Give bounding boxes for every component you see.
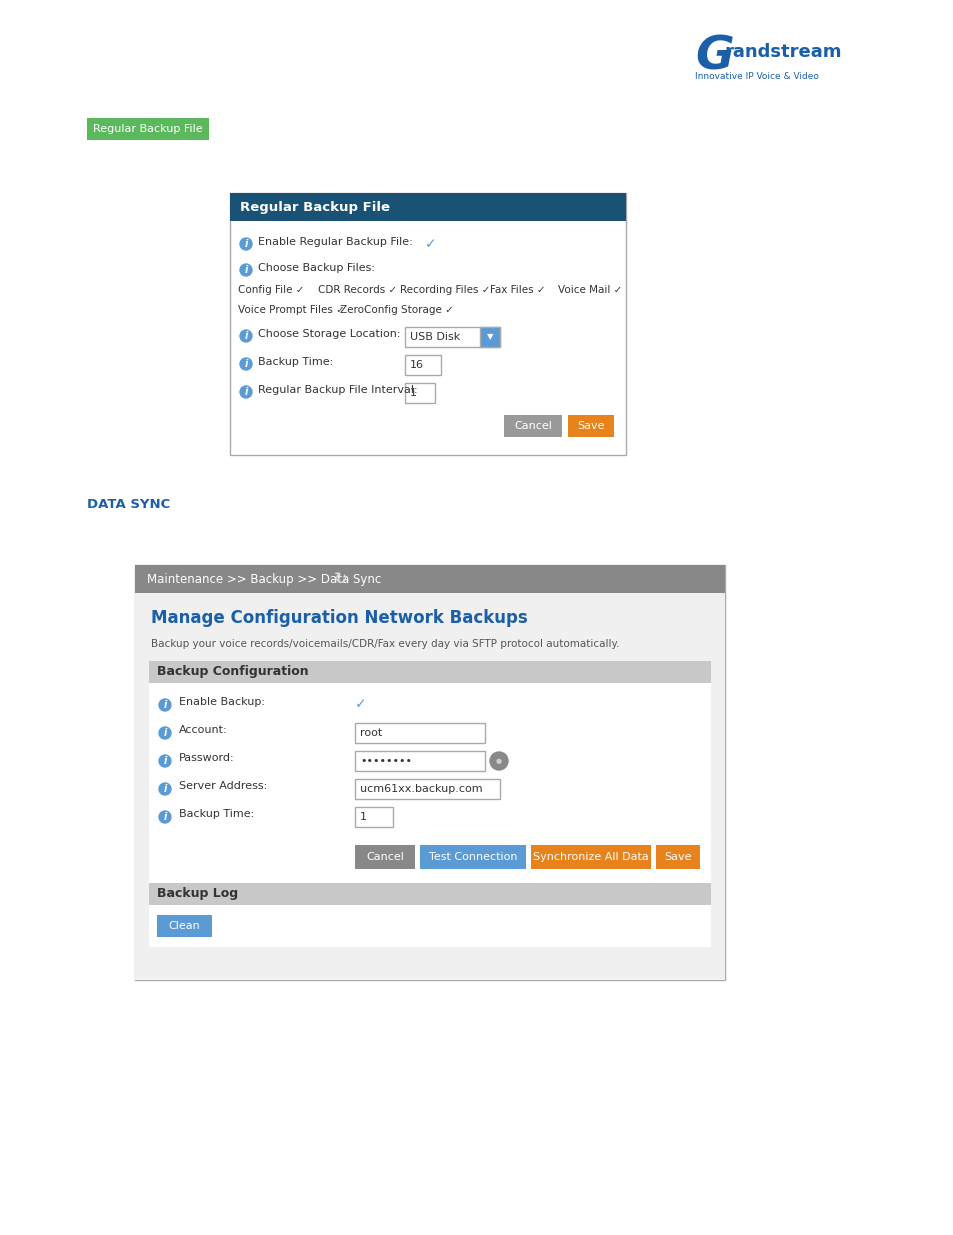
Text: Password:: Password:	[179, 753, 234, 763]
Bar	[503, 415, 561, 437]
Text: ✓: ✓	[424, 237, 436, 251]
Bar	[355, 722, 484, 743]
Text: i: i	[244, 331, 248, 341]
Circle shape	[240, 387, 252, 398]
Text: DATA SYNC: DATA SYNC	[87, 498, 170, 511]
Bar	[87, 119, 209, 140]
Text: ▼: ▼	[486, 332, 493, 342]
Bar	[656, 845, 700, 869]
Text: Server Address:: Server Address:	[179, 781, 267, 790]
Text: Save: Save	[663, 852, 691, 862]
Text: Enable Regular Backup File:: Enable Regular Backup File:	[257, 237, 413, 247]
Circle shape	[490, 752, 507, 769]
Circle shape	[159, 699, 171, 711]
Bar	[149, 883, 710, 905]
Text: Save: Save	[577, 421, 604, 431]
Text: Regular Backup File Interval:: Regular Backup File Interval:	[257, 385, 417, 395]
Text: Test Connection: Test Connection	[428, 852, 517, 862]
Text: 1: 1	[359, 811, 367, 823]
Text: ↻: ↻	[334, 571, 348, 588]
Text: Regular Backup File: Regular Backup File	[93, 124, 203, 135]
Circle shape	[159, 811, 171, 823]
Text: Synchronize All Data: Synchronize All Data	[533, 852, 648, 862]
Bar	[149, 683, 710, 883]
Bar	[355, 779, 499, 799]
Text: Backup Time:: Backup Time:	[179, 809, 254, 819]
Circle shape	[240, 358, 252, 370]
Bar	[135, 593, 724, 981]
Text: i: i	[163, 756, 167, 766]
Text: i: i	[244, 359, 248, 369]
Text: ●: ●	[496, 758, 501, 764]
Bar	[419, 845, 525, 869]
Text: Config File ✓: Config File ✓	[237, 285, 304, 295]
Text: Manage Configuration Network Backups: Manage Configuration Network Backups	[151, 609, 527, 627]
Bar	[405, 354, 440, 375]
Text: i: i	[163, 784, 167, 794]
Text: i: i	[163, 727, 167, 739]
Text: Choose Backup Files:: Choose Backup Files:	[257, 263, 375, 273]
Text: ••••••••: ••••••••	[359, 756, 412, 766]
Text: Clean: Clean	[169, 921, 200, 931]
Text: USB Disk: USB Disk	[410, 332, 459, 342]
Bar	[567, 415, 614, 437]
Text: Enable Backup:: Enable Backup:	[179, 697, 265, 706]
Text: Backup Time:: Backup Time:	[257, 357, 333, 367]
Circle shape	[159, 755, 171, 767]
Text: randstream: randstream	[724, 43, 841, 61]
Circle shape	[159, 727, 171, 739]
Bar	[230, 193, 625, 454]
Circle shape	[240, 330, 252, 342]
Bar	[405, 383, 435, 403]
Bar	[149, 661, 710, 683]
Bar	[230, 193, 625, 221]
Text: i: i	[244, 240, 248, 249]
Text: 1: 1	[410, 388, 416, 398]
Bar	[355, 751, 484, 771]
Text: Innovative IP Voice & Video: Innovative IP Voice & Video	[695, 72, 818, 82]
Text: Backup Configuration: Backup Configuration	[157, 666, 309, 678]
Bar	[531, 845, 650, 869]
Text: Backup Log: Backup Log	[157, 888, 238, 900]
Text: Recording Files ✓: Recording Files ✓	[399, 285, 490, 295]
Text: Choose Storage Location:: Choose Storage Location:	[257, 329, 400, 338]
Bar	[355, 806, 393, 827]
Bar	[405, 327, 499, 347]
Text: G: G	[695, 35, 733, 80]
Bar	[149, 905, 710, 947]
Text: 16: 16	[410, 359, 423, 370]
Text: Fax Files ✓: Fax Files ✓	[490, 285, 545, 295]
Text: i: i	[163, 700, 167, 710]
Text: Cancel: Cancel	[366, 852, 403, 862]
Text: Account:: Account:	[179, 725, 228, 735]
Text: Voice Mail ✓: Voice Mail ✓	[558, 285, 621, 295]
Text: i: i	[244, 387, 248, 396]
Text: i: i	[244, 266, 248, 275]
Text: ✓: ✓	[355, 697, 366, 711]
Bar	[355, 845, 415, 869]
Text: i: i	[163, 811, 167, 823]
Circle shape	[159, 783, 171, 795]
Text: Maintenance >> Backup >> Data Sync: Maintenance >> Backup >> Data Sync	[147, 573, 381, 585]
Circle shape	[240, 264, 252, 275]
Bar	[479, 327, 499, 347]
Text: ucm61xx.backup.com: ucm61xx.backup.com	[359, 784, 482, 794]
Text: Backup your voice records/voicemails/CDR/Fax every day via SFTP protocol automat: Backup your voice records/voicemails/CDR…	[151, 638, 618, 650]
Bar	[157, 915, 212, 937]
Text: ZeroConfig Storage ✓: ZeroConfig Storage ✓	[339, 305, 454, 315]
Text: CDR Records ✓: CDR Records ✓	[317, 285, 396, 295]
Bar	[135, 564, 724, 981]
Circle shape	[240, 238, 252, 249]
Text: root: root	[359, 727, 382, 739]
Text: Regular Backup File: Regular Backup File	[240, 200, 390, 214]
Bar	[135, 564, 724, 593]
Text: Cancel: Cancel	[514, 421, 552, 431]
Text: Voice Prompt Files ✓: Voice Prompt Files ✓	[237, 305, 345, 315]
